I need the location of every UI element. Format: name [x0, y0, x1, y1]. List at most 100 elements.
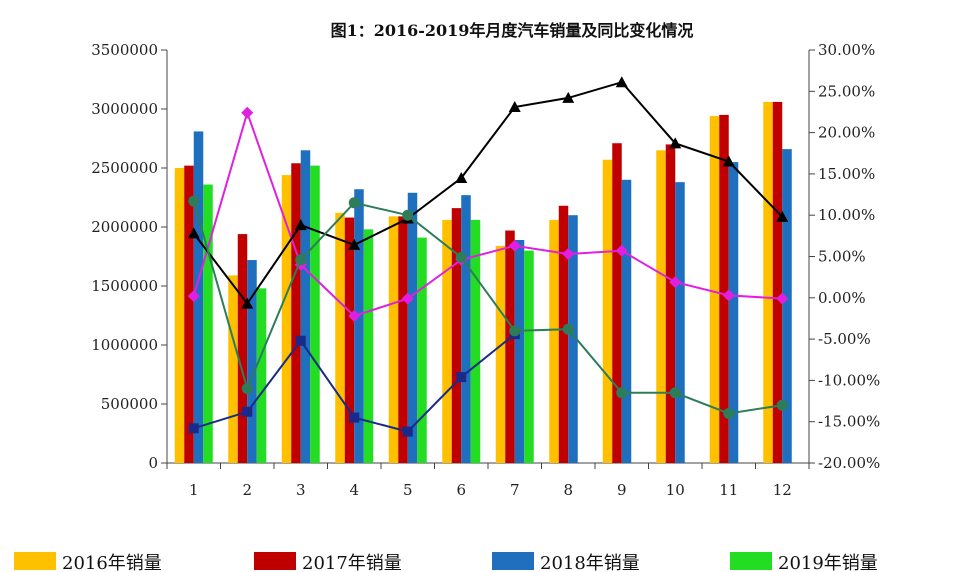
left-tick-label: 1500000 — [91, 277, 158, 295]
bar-3-8 — [568, 215, 578, 463]
marker-triangle-2 — [348, 238, 361, 250]
bar-2-4 — [344, 217, 355, 463]
marker-triangle-2 — [562, 91, 575, 103]
right-tick-label: -5.00% — [818, 330, 871, 348]
marker-triangle-2 — [615, 76, 628, 88]
bar-3-2 — [247, 260, 257, 463]
left-tick-label: 1000000 — [91, 336, 158, 354]
marker-diamond-1 — [722, 289, 735, 302]
marker-diamond-1 — [508, 239, 521, 252]
bar-3-6 — [461, 195, 471, 463]
bar-3-5 — [407, 192, 418, 463]
legend-label-2: 2017年销量 — [302, 553, 402, 572]
x-tick-label: 2 — [242, 481, 252, 499]
legend-swatch-2 — [254, 552, 296, 570]
marker-circle-4 — [348, 197, 360, 209]
bar-1-3 — [281, 175, 292, 463]
axes: 0 500000 1000000 1500000 2000000 2500000 30000… — [91, 41, 880, 499]
left-tick-label: 3000000 — [91, 100, 158, 118]
x-tick-label: 9 — [617, 481, 627, 499]
bar-2-5 — [398, 216, 408, 463]
bar-1-7 — [495, 245, 506, 463]
bar-1-10 — [656, 150, 666, 464]
marker-triangle-2 — [669, 137, 682, 149]
line-series-4 — [192, 200, 783, 415]
line-group — [187, 76, 789, 437]
bar-4-4 — [363, 229, 374, 463]
marker-circle-4 — [669, 387, 681, 399]
marker-square-3 — [456, 372, 467, 383]
bar-1-6 — [442, 219, 452, 463]
legend-label-4: 2019年销量 — [778, 553, 878, 572]
bar-2-8 — [558, 205, 569, 463]
marker-diamond-1 — [615, 244, 628, 257]
x-tick-label: 8 — [563, 481, 573, 499]
x-tick-label: 6 — [456, 481, 466, 499]
x-tick-label: 7 — [510, 481, 520, 499]
legend-swatch-4 — [730, 552, 772, 570]
marker-circle-4 — [562, 323, 574, 335]
marker-circle-4 — [295, 254, 307, 266]
bar-1-12 — [763, 101, 773, 464]
bar-2-3 — [291, 163, 301, 463]
bar-4-2 — [256, 288, 267, 463]
bar-3-10 — [675, 182, 685, 463]
right-tick-label: 30.00% — [818, 41, 875, 59]
marker-square-3 — [349, 412, 360, 423]
bar-2-2 — [237, 234, 248, 463]
right-tick-label: 25.00% — [818, 82, 875, 100]
marker-circle-4 — [241, 383, 253, 395]
bar-1-5 — [388, 216, 399, 463]
bar-2-6 — [451, 208, 462, 463]
marker-circle-4 — [188, 195, 200, 207]
bar-3-7 — [514, 239, 525, 463]
marker-diamond-1 — [562, 248, 575, 261]
marker-circle-4 — [509, 325, 521, 337]
x-tick-label: 1 — [189, 481, 199, 499]
right-tick-label: 20.00% — [818, 124, 875, 142]
marker-diamond-1 — [348, 309, 361, 322]
bar-1-9 — [602, 159, 613, 464]
bar-3-9 — [621, 179, 632, 464]
marker-square-3 — [295, 335, 306, 346]
marker-triangle-2 — [187, 227, 200, 239]
marker-circle-4 — [616, 387, 628, 399]
marker-square-3 — [402, 426, 413, 437]
bar-4-6 — [470, 219, 481, 463]
x-tick-label: 10 — [666, 481, 685, 499]
right-tick-label: 0.00% — [818, 289, 866, 307]
x-tick-label: 3 — [296, 481, 306, 499]
x-tick-label: 5 — [403, 481, 413, 499]
bar-3-12 — [782, 149, 792, 463]
legend-swatch-1 — [14, 552, 56, 570]
marker-triangle-2 — [241, 297, 254, 309]
line-series-2 — [192, 81, 783, 306]
bar-2-11 — [719, 114, 729, 464]
marker-diamond-1 — [187, 290, 200, 303]
right-tick-label: -20.00% — [818, 454, 880, 472]
bar-2-12 — [772, 101, 783, 464]
left-tick-label: 2500000 — [91, 159, 158, 177]
left-tick-label: 3500000 — [91, 41, 158, 59]
bar-4-5 — [417, 237, 427, 463]
marker-square-3 — [242, 406, 253, 417]
bar-2-10 — [665, 144, 676, 463]
bar-4-7 — [524, 250, 534, 463]
marker-diamond-1 — [776, 292, 789, 305]
marker-triangle-2 — [508, 100, 521, 112]
right-tick-label: 5.00% — [818, 248, 866, 266]
chart-title: 图1：2016-2019年月度汽车销量及同比变化情况 — [331, 21, 694, 40]
bar-1-11 — [709, 116, 720, 463]
marker-diamond-1 — [669, 276, 682, 289]
bar-1-2 — [228, 275, 238, 463]
bar-4-1 — [203, 184, 213, 463]
legend-swatch-3 — [492, 552, 534, 570]
left-tick-label: 2000000 — [91, 218, 158, 236]
bar-1-4 — [335, 212, 345, 463]
marker-diamond-1 — [401, 292, 414, 305]
x-tick-label: 11 — [719, 481, 738, 499]
bar-group — [174, 101, 792, 464]
marker-circle-4 — [402, 209, 414, 221]
bar-4-3 — [310, 165, 320, 463]
